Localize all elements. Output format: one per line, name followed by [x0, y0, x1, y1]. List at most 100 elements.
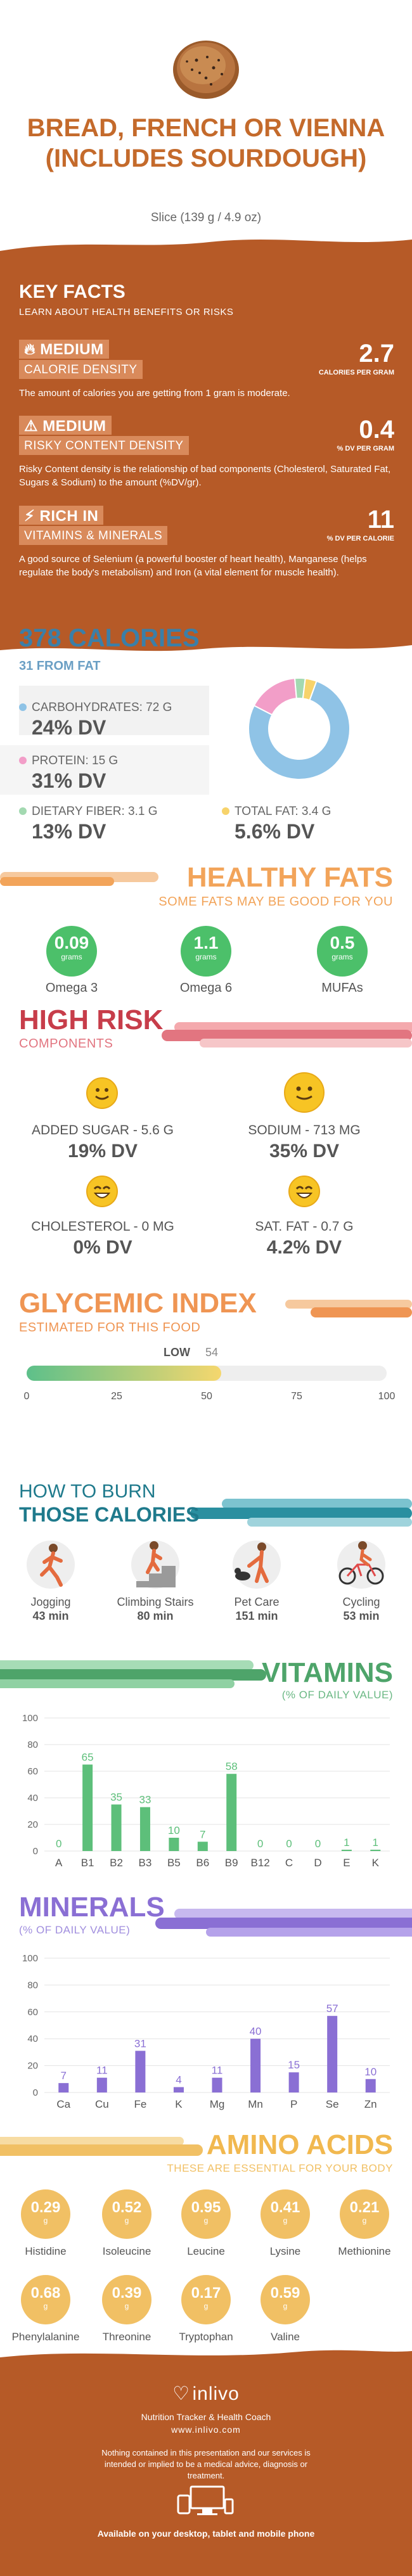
- bar-value-Ca: 7: [61, 2070, 67, 2082]
- threonine-label: Threonine: [102, 2331, 151, 2343]
- macro-fiber: DIETARY FIBER: 3.1 g 13% DV: [0, 800, 209, 845]
- minerals-bar-chart: 0 20 40 60 80 100 7 Ca 11 Cu 31 Fe 4 K 11 Mg 40 Mn 15 P 57 Se…: [22, 1953, 390, 2110]
- x-tick-label-B3: B3: [139, 1857, 152, 1869]
- y-tick-label: 0: [33, 2087, 38, 2098]
- macros-donut-chart: [248, 677, 351, 780]
- donut-slice-carbs: [248, 680, 351, 780]
- serving-size: Slice (139 g / 4.9 oz): [150, 211, 262, 224]
- footer-tagline: Nutrition Tracker & Health Coach: [141, 2412, 271, 2422]
- y-tick-label: 60: [27, 2007, 38, 2018]
- leucine-label: Leucine: [187, 2245, 225, 2257]
- footer-disclaimer: Nothing contained in this presentation a…: [101, 2448, 311, 2480]
- calories-title: 378 CALORIES: [19, 624, 200, 652]
- healthy-fats-title: HEALTHY FATS: [186, 862, 393, 893]
- jogging-label: Jogging: [30, 1596, 71, 1608]
- x-tick-label-C: C: [285, 1857, 293, 1869]
- glycemic-title: GLYCEMIC INDEX: [19, 1288, 257, 1319]
- calorie-density-name: CALORIE DENSITY: [19, 360, 143, 379]
- minerals-decor: [155, 1909, 412, 1937]
- leucine-circle: 0.95 g: [181, 2189, 231, 2239]
- cycling-label: Cycling: [342, 1596, 380, 1608]
- healthy-fats-subtitle: SOME FATS MAY BE GOOD FOR YOU: [158, 895, 393, 909]
- x-tick-label-Ca: Ca: [56, 2098, 70, 2110]
- added-sugar-label: ADDED SUGAR - 5.6 g: [31, 1123, 174, 1137]
- x-tick-label-B12: B12: [251, 1857, 270, 1869]
- calories-from-fat: 31 FROM FAT: [19, 659, 101, 673]
- calorie-density-unit: CALORIES PER GRAM: [318, 369, 394, 376]
- x-tick-label-Fe: Fe: [134, 2098, 146, 2110]
- vitamins-decor: [0, 1660, 266, 1688]
- bar-P: [288, 2072, 299, 2092]
- pet-care-minutes: 151 min: [235, 1610, 278, 1622]
- warning-icon: ⚠: [24, 418, 39, 435]
- protein-dv: 31% DV: [32, 769, 106, 792]
- high-risk-subtitle: COMPONENTS: [19, 1037, 113, 1051]
- bar-value-B3: 33: [139, 1794, 151, 1806]
- brand-logo: inlivo: [192, 2383, 240, 2404]
- protein-dot: [19, 757, 27, 764]
- footer-platforms: Available on your desktop, tablet and mo…: [97, 2528, 315, 2539]
- key-facts-subtitle: LEARN ABOUT HEALTH BENEFITS OR RISKS: [19, 307, 234, 317]
- omega3-label: Omega 3: [45, 981, 98, 995]
- x-tick-label-P: P: [290, 2098, 297, 2110]
- bar-Zn: [365, 2079, 376, 2092]
- carbs-dv: 24% DV: [32, 716, 106, 739]
- cycling-icon: [337, 1541, 385, 1589]
- bar-value-D: 0: [315, 1838, 321, 1850]
- vitamins-minerals-value: 11: [367, 506, 394, 534]
- sat-fat-dv: 4.2% DV: [266, 1237, 342, 1258]
- fiber-label: DIETARY FIBER: 3.1 g: [32, 805, 158, 818]
- added-sugar-face-icon: [86, 1077, 118, 1109]
- bar-Mn: [250, 2039, 261, 2092]
- x-tick-label-B9: B9: [225, 1857, 238, 1869]
- vitamins-subtitle: (% OF DAILY VALUE): [281, 1689, 393, 1701]
- minerals-subtitle: (% OF DAILY VALUE): [19, 1924, 131, 1936]
- bar-B1: [82, 1764, 93, 1851]
- mufas-circle: 0.5 grams: [317, 926, 368, 977]
- bar-E: [341, 1849, 352, 1851]
- high-risk-title: HIGH RISK: [19, 1004, 164, 1035]
- tryptophan-circle: 0.17 g: [181, 2275, 231, 2324]
- y-tick-label: 80: [27, 1740, 38, 1750]
- bar-B9: [226, 1774, 237, 1851]
- calorie-density-desc: The amount of calories you are getting f…: [19, 388, 290, 399]
- macro-carbs: CARBOHYDRATES: 72 g 24% DV: [19, 686, 209, 739]
- vitamins-minerals-desc: A good source of Selenium (a powerful bo…: [19, 554, 367, 578]
- x-tick-label-K: K: [175, 2098, 183, 2110]
- sat-fat-label: SAT. FAT - 0.7 g: [255, 1219, 354, 1234]
- key-facts-bottom-wave: [0, 640, 412, 651]
- sat-fat-face-icon: [288, 1176, 320, 1207]
- burn-title-top: HOW TO BURN: [19, 1481, 156, 1502]
- histidine-circle: 0.29 g: [21, 2189, 70, 2239]
- donut-slice-protein: [253, 677, 297, 716]
- sodium-dv: 35% DV: [269, 1141, 340, 1162]
- cholesterol-label: CHOLESTEROL - 0 mg: [31, 1219, 174, 1234]
- x-tick-label-D: D: [314, 1857, 321, 1869]
- key-facts-section: KEY FACTS LEARN ABOUT HEALTH BENEFITS OR…: [0, 251, 412, 641]
- bar-K: [370, 1849, 381, 1851]
- sodium-face-icon: [284, 1072, 325, 1113]
- phenylalanine-label: Phenylalanine: [11, 2331, 80, 2343]
- y-tick-label: 80: [27, 1980, 38, 1990]
- bar-value-Mg: 11: [212, 2065, 223, 2077]
- heart-logo-icon: ♡: [172, 2383, 190, 2404]
- footer: ♡ inlivo Nutrition Tracker & Health Coac…: [0, 2357, 412, 2576]
- bolt-icon: ⚡︎: [24, 508, 35, 525]
- footer-url[interactable]: www.inlivo.com: [171, 2425, 241, 2435]
- risky-density-desc: Risky Content density is the relationshi…: [19, 464, 391, 488]
- mufas-label: MUFAs: [321, 981, 363, 995]
- food-title: Bread, French or Vienna (includes sourdo…: [27, 114, 385, 172]
- x-tick-label-E: E: [343, 1857, 350, 1869]
- bar-B6: [197, 1842, 208, 1851]
- x-tick-label-Mn: Mn: [248, 2098, 263, 2110]
- devices-icon: [177, 2485, 234, 2515]
- glycemic-fill: [27, 1366, 221, 1381]
- x-tick-label-K: K: [372, 1857, 380, 1869]
- glycemic-level: LOW: [164, 1346, 190, 1359]
- bar-value-C: 0: [286, 1838, 292, 1850]
- glycemic-tick-label: 75: [291, 1391, 302, 1402]
- burn-title-bottom: THOSE CALORIES: [19, 1503, 200, 1526]
- y-tick-label: 20: [27, 2061, 38, 2072]
- cholesterol-dv: 0% DV: [73, 1237, 132, 1258]
- methionine-label: Methionine: [338, 2245, 391, 2257]
